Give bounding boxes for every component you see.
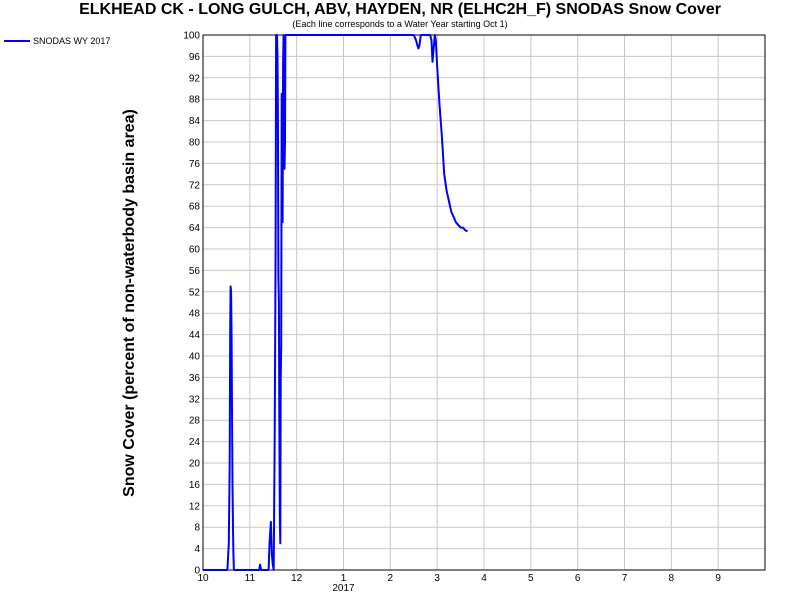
y-tick-label: 60: [189, 245, 201, 256]
y-tick-label: 80: [189, 138, 201, 149]
y-tick-label: 0: [194, 566, 200, 577]
x-tick-label: 8: [669, 573, 675, 584]
y-tick-label: 92: [189, 73, 201, 84]
y-tick-label: 56: [189, 266, 201, 277]
y-tick-label: 44: [189, 330, 201, 341]
y-tick-label: 20: [189, 459, 201, 470]
x-tick-label: 11: [245, 573, 256, 584]
y-tick-label: 36: [189, 373, 201, 384]
x-tick-label: 5: [528, 573, 534, 584]
plot-frame: [202, 34, 766, 571]
x-tick-label: 2: [388, 573, 394, 584]
y-tick-label: 52: [189, 287, 201, 298]
chart-title: ELKHEAD CK - LONG GULCH, ABV, HAYDEN, NR…: [79, 1, 721, 18]
y-tick-label: 76: [189, 159, 201, 170]
x-tick-label: 1: [341, 573, 347, 584]
y-tick-label: 32: [189, 394, 201, 405]
legend-swatch: [4, 40, 30, 42]
y-tick-label: 64: [189, 223, 201, 234]
x-tick-label: 6: [575, 573, 581, 584]
y-tick-label: 8: [194, 523, 200, 534]
x-tick-label: 4: [481, 573, 487, 584]
x-year-label: 2017: [332, 583, 355, 594]
x-tick-label: 3: [434, 573, 440, 584]
y-tick-label: 24: [189, 437, 201, 448]
y-tick-label: 88: [189, 95, 201, 106]
x-tick-label: 10: [197, 573, 209, 584]
y-tick-label: 72: [189, 180, 201, 191]
y-tick-label: 48: [189, 309, 201, 320]
x-tick-label: 7: [622, 573, 628, 584]
y-tick-label: 28: [189, 416, 201, 427]
x-tick-label: 9: [715, 573, 721, 584]
y-tick-label: 40: [189, 352, 201, 363]
chart-subtitle: (Each line corresponds to a Water Year s…: [292, 19, 508, 29]
series-line: [203, 34, 468, 571]
y-tick-label: 68: [189, 202, 201, 213]
legend: SNODAS WY 2017: [4, 36, 110, 46]
y-tick-label: 100: [183, 31, 200, 42]
y-tick-label: 84: [189, 116, 201, 127]
y-tick-label: 16: [189, 480, 201, 491]
y-tick-label: 4: [194, 544, 200, 555]
y-tick-label: 96: [189, 52, 201, 63]
x-tick-label: 12: [291, 573, 303, 584]
legend-label: SNODAS WY 2017: [33, 36, 111, 46]
y-tick-label: 12: [189, 501, 201, 512]
